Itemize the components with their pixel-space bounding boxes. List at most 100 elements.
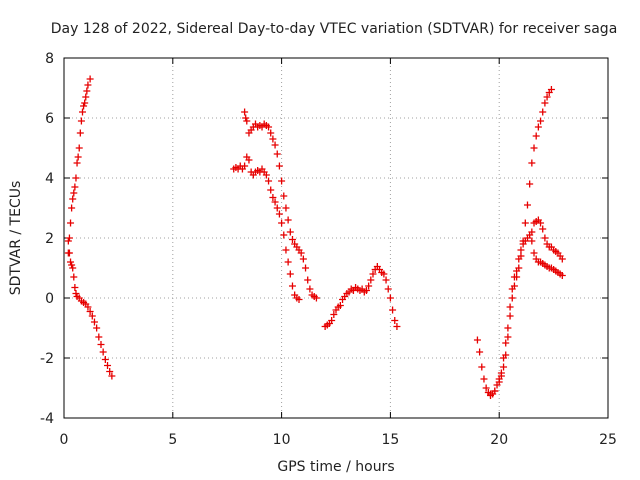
data-point (532, 132, 540, 140)
data-point (302, 264, 310, 272)
data-point (384, 285, 392, 293)
y-tick-label: -4 (40, 411, 54, 427)
series-4 (241, 108, 320, 302)
data-point (90, 318, 98, 326)
data-point (71, 284, 79, 291)
data-point (88, 312, 96, 320)
data-point (382, 276, 390, 284)
data-point (68, 261, 76, 269)
data-point (304, 276, 312, 284)
data-point (517, 246, 525, 254)
data-point (104, 362, 112, 369)
data-point (530, 249, 538, 257)
series-8 (528, 237, 566, 279)
data-point (500, 363, 508, 371)
data-point (273, 150, 281, 158)
series-5 (321, 263, 401, 330)
data-point (506, 303, 514, 311)
data-point (539, 108, 547, 116)
data-point (362, 287, 370, 294)
data-point (515, 255, 523, 263)
data-point (67, 219, 75, 227)
x-axis-label: GPS time / hours (277, 459, 394, 475)
data-point (537, 117, 545, 125)
data-point (95, 333, 103, 341)
data-point (543, 93, 551, 101)
y-tick-label: 4 (45, 171, 54, 187)
data-point (497, 369, 505, 377)
data-point (83, 87, 91, 95)
data-point (380, 270, 388, 278)
data-point (288, 236, 296, 243)
data-point (78, 108, 86, 116)
data-markers (64, 75, 566, 399)
data-point (530, 144, 538, 152)
series-3 (230, 153, 303, 303)
data-point (97, 341, 105, 348)
data-point (295, 296, 303, 303)
data-point (271, 198, 279, 206)
data-point (500, 354, 508, 362)
data-point (508, 294, 516, 302)
y-axis-label: SDTVAR / TECUs (8, 181, 24, 296)
data-point (528, 237, 536, 245)
data-point (76, 129, 84, 137)
data-point (280, 192, 288, 200)
data-point (65, 234, 73, 242)
data-point (312, 294, 320, 302)
grid-lines (64, 58, 608, 418)
data-point (245, 156, 253, 164)
data-point (558, 255, 566, 263)
data-point (367, 276, 375, 284)
data-point (70, 273, 78, 281)
data-point (243, 117, 251, 125)
data-point (77, 117, 85, 125)
data-point (547, 86, 555, 93)
data-point (491, 387, 499, 395)
data-point (67, 258, 75, 266)
data-point (510, 273, 518, 281)
series-7 (486, 216, 566, 399)
data-point (273, 204, 281, 212)
axis-ticks: 0 5 10 15 20 25 -4 -2 0 2 4 6 8 (40, 51, 617, 448)
data-point (473, 336, 481, 344)
series-1 (64, 237, 116, 380)
x-tick-label: 20 (490, 432, 508, 448)
data-point (74, 153, 82, 161)
chart-title: Day 128 of 2022, Sidereal Day-to-day VTE… (51, 21, 618, 37)
series-6 (473, 86, 555, 398)
data-point (241, 162, 249, 170)
data-point (393, 323, 401, 330)
data-point (282, 204, 290, 212)
data-point (526, 180, 534, 188)
data-point (271, 141, 279, 149)
data-point (81, 99, 89, 107)
data-point (528, 228, 536, 236)
data-point (336, 302, 344, 309)
x-tick-label: 5 (168, 432, 177, 448)
data-point (386, 294, 394, 302)
data-point (306, 285, 314, 293)
data-point (476, 348, 484, 356)
data-point (75, 144, 83, 152)
data-point (267, 186, 275, 194)
data-point (286, 270, 294, 278)
data-point (84, 303, 92, 311)
data-point (506, 312, 514, 320)
data-point (262, 171, 270, 179)
data-point (286, 228, 294, 236)
data-point (558, 272, 566, 279)
data-point (86, 308, 94, 315)
data-point (541, 234, 549, 242)
data-point (539, 225, 547, 233)
data-point (278, 219, 286, 227)
data-point (486, 392, 494, 399)
data-point (284, 258, 292, 266)
data-point (101, 356, 109, 363)
data-point (70, 189, 78, 197)
data-point (73, 159, 81, 167)
data-point (365, 282, 373, 290)
data-point (482, 384, 490, 392)
data-point (478, 363, 486, 371)
